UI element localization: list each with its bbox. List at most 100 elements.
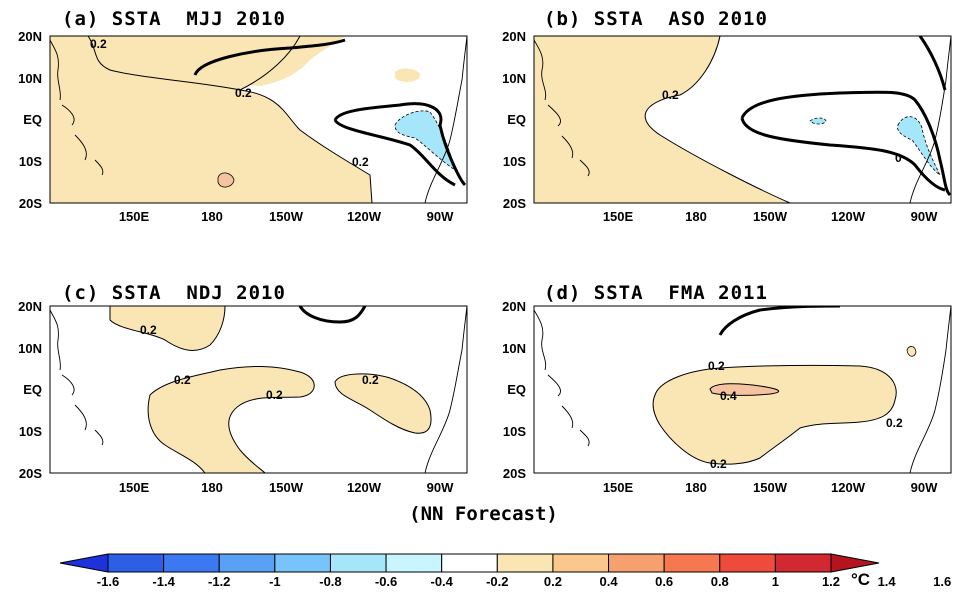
negative-anomaly-region: [897, 116, 941, 176]
colorbar-tick-label: 0.6: [655, 574, 674, 589]
lat-label: EQ: [507, 112, 526, 127]
colorbar-tick-label: 1: [771, 574, 779, 589]
contour-label: 0.4: [720, 389, 737, 403]
lon-label: 150W: [269, 209, 303, 224]
colorbar-arrow-low: [59, 553, 109, 573]
positive-anomaly-region: [906, 346, 917, 357]
colorbar-swatch: [329, 553, 387, 573]
lat-label: 20N: [502, 299, 526, 314]
warm-anomaly-spot: [709, 383, 780, 396]
lon-label: 120W: [347, 209, 381, 224]
lon-label: 180: [201, 209, 223, 224]
contour-label: 0.2: [710, 457, 727, 471]
panel-title: (b) SSTA ASO 2010: [544, 8, 768, 30]
positive-anomaly-region: [534, 36, 790, 203]
lat-label: 10S: [502, 424, 526, 439]
colorbar-tick-label: -0.8: [319, 574, 342, 589]
colorbar-swatch: [552, 553, 610, 573]
lat-label: 10S: [502, 154, 526, 169]
coastline: [534, 306, 951, 473]
coastline: [50, 306, 467, 473]
zero-contour: [740, 36, 951, 197]
positive-anomaly-region: [147, 366, 315, 473]
lat-label: 20S: [502, 466, 526, 481]
panel-title: (a) SSTA MJJ 2010: [62, 8, 286, 30]
lat-label: 20S: [18, 196, 42, 211]
lat-label: 10N: [502, 341, 526, 356]
colorbar-arrow-high: [830, 553, 880, 573]
lon-label: 180: [685, 209, 707, 224]
panel-title: (d) SSTA FMA 2011: [544, 282, 768, 304]
lon-label: 150E: [118, 480, 150, 495]
contour-label: 0.2: [886, 416, 903, 430]
colorbar-swatch: [441, 553, 498, 573]
lat-label: 10S: [18, 154, 42, 169]
colorbar-swatch: [608, 553, 665, 573]
lon-label: 150E: [118, 209, 150, 224]
contour-label: 0.2: [174, 373, 191, 387]
colorbar-tick-label: -1.4: [152, 574, 175, 589]
lat-label: 10N: [502, 71, 526, 86]
lat-label: 20S: [502, 196, 526, 211]
lon-label: 150W: [269, 480, 303, 495]
lon-label: 90W: [426, 480, 454, 495]
colorbar-swatch: [107, 553, 165, 573]
lon-label: 120W: [831, 480, 865, 495]
lon-label: 150E: [602, 480, 634, 495]
colorbar-swatch: [218, 553, 276, 573]
lon-label: 150W: [753, 480, 787, 495]
lat-label: EQ: [23, 112, 42, 127]
colorbar-swatch: [496, 553, 554, 573]
colorbar-tick-label: -0.4: [430, 574, 453, 589]
colorbar-tick-label: -1: [269, 574, 281, 589]
lat-label: EQ: [507, 382, 526, 397]
lon-label: 180: [201, 480, 223, 495]
panel-title: (c) SSTA NDJ 2010: [62, 282, 286, 304]
lat-label: 20N: [502, 29, 526, 44]
colorbar-swatch: [719, 553, 776, 573]
contour-label: 0.2: [662, 88, 679, 102]
warm-anomaly-spot: [217, 172, 235, 188]
zero-contour: [193, 38, 467, 187]
contour-label: 0.2: [266, 388, 283, 402]
colorbar-tick-label: 0.8: [710, 574, 729, 589]
lon-label: 120W: [831, 209, 865, 224]
colorbar-tick-label: 1.2: [821, 574, 841, 589]
contour-label: 0.2: [140, 323, 157, 337]
lat-label: 20N: [18, 299, 42, 314]
lon-label: 150W: [753, 209, 787, 224]
contour-label: 0.2: [352, 155, 369, 169]
lat-label: 10N: [18, 341, 42, 356]
positive-anomaly-region: [109, 306, 226, 351]
colorbar-swatch: [663, 553, 721, 573]
coastline: [534, 36, 951, 203]
contour-line: [87, 36, 373, 203]
lat-label: 10S: [18, 424, 42, 439]
colorbar-tick-label: 0.4: [599, 574, 618, 589]
colorbar-swatch: [774, 553, 832, 573]
lon-label: 120W: [347, 480, 381, 495]
colorbar-tick-label: -0.6: [374, 574, 398, 589]
positive-anomaly-region: [395, 68, 420, 82]
lat-label: 20N: [18, 29, 42, 44]
contour-label: 0.2: [362, 373, 379, 387]
negative-anomaly-region: [394, 110, 456, 171]
coastline: [50, 36, 467, 203]
negative-anomaly-region: [809, 117, 827, 125]
colorbar-tick-label: -1.6: [96, 574, 120, 589]
lon-label: 150E: [602, 209, 634, 224]
contour-label: 0.2: [90, 37, 107, 51]
forecast-caption: (NN Forecast): [409, 503, 558, 525]
unit-label: °C: [851, 570, 871, 589]
colorbar-tick-label: 1.6: [933, 574, 952, 589]
contour-label: 0.2: [235, 86, 252, 100]
lon-label: 180: [685, 480, 707, 495]
lat-label: 10N: [18, 71, 42, 86]
contour-label: 0.2: [708, 359, 725, 373]
zero-contour: [298, 306, 367, 324]
